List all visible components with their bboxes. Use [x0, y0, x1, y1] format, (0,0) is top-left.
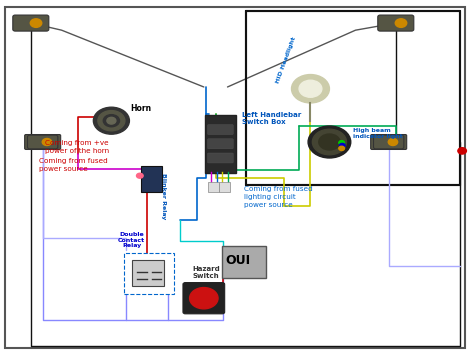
Circle shape [339, 141, 345, 145]
Circle shape [103, 115, 119, 127]
Circle shape [98, 110, 125, 131]
FancyBboxPatch shape [208, 125, 233, 135]
Text: Horn: Horn [130, 104, 152, 113]
Text: Hazard
Switch: Hazard Switch [192, 266, 220, 279]
FancyBboxPatch shape [378, 15, 414, 31]
Text: Coming from +ve
power of the horn: Coming from +ve power of the horn [45, 140, 109, 154]
Circle shape [388, 138, 398, 146]
Circle shape [395, 19, 407, 27]
Text: High beam
indicator light: High beam indicator light [353, 128, 403, 138]
Circle shape [339, 143, 345, 148]
FancyBboxPatch shape [222, 246, 266, 278]
Circle shape [107, 117, 116, 124]
FancyBboxPatch shape [27, 135, 58, 149]
Text: Coming from fused
lighting circuit
power source: Coming from fused lighting circuit power… [244, 186, 313, 208]
FancyBboxPatch shape [205, 115, 236, 173]
FancyBboxPatch shape [183, 283, 225, 314]
FancyBboxPatch shape [208, 153, 233, 163]
Text: Double
Contact
Relay: Double Contact Relay [118, 232, 146, 248]
Bar [246, 11, 460, 185]
FancyBboxPatch shape [374, 135, 404, 149]
FancyBboxPatch shape [124, 253, 174, 294]
Circle shape [190, 288, 218, 309]
Circle shape [30, 19, 42, 27]
Circle shape [93, 107, 129, 134]
Circle shape [42, 138, 52, 146]
FancyBboxPatch shape [25, 135, 61, 149]
Circle shape [292, 75, 329, 103]
Text: Coming from fused
power source: Coming from fused power source [39, 158, 108, 172]
Circle shape [339, 146, 345, 151]
FancyBboxPatch shape [208, 139, 233, 149]
Circle shape [312, 129, 346, 155]
Circle shape [458, 148, 466, 154]
Text: Blinker Relay: Blinker Relay [161, 173, 166, 219]
Circle shape [308, 126, 351, 158]
Text: Left Handlebar
Switch Box: Left Handlebar Switch Box [242, 113, 301, 125]
FancyBboxPatch shape [132, 260, 164, 286]
Circle shape [299, 80, 322, 97]
FancyBboxPatch shape [141, 166, 162, 192]
Text: HID Headlight: HID Headlight [275, 37, 296, 84]
FancyBboxPatch shape [13, 15, 49, 31]
Circle shape [319, 134, 340, 150]
FancyBboxPatch shape [371, 135, 407, 149]
FancyBboxPatch shape [208, 182, 219, 192]
Circle shape [137, 173, 143, 178]
Text: OUI: OUI [225, 254, 250, 267]
FancyBboxPatch shape [219, 182, 230, 192]
